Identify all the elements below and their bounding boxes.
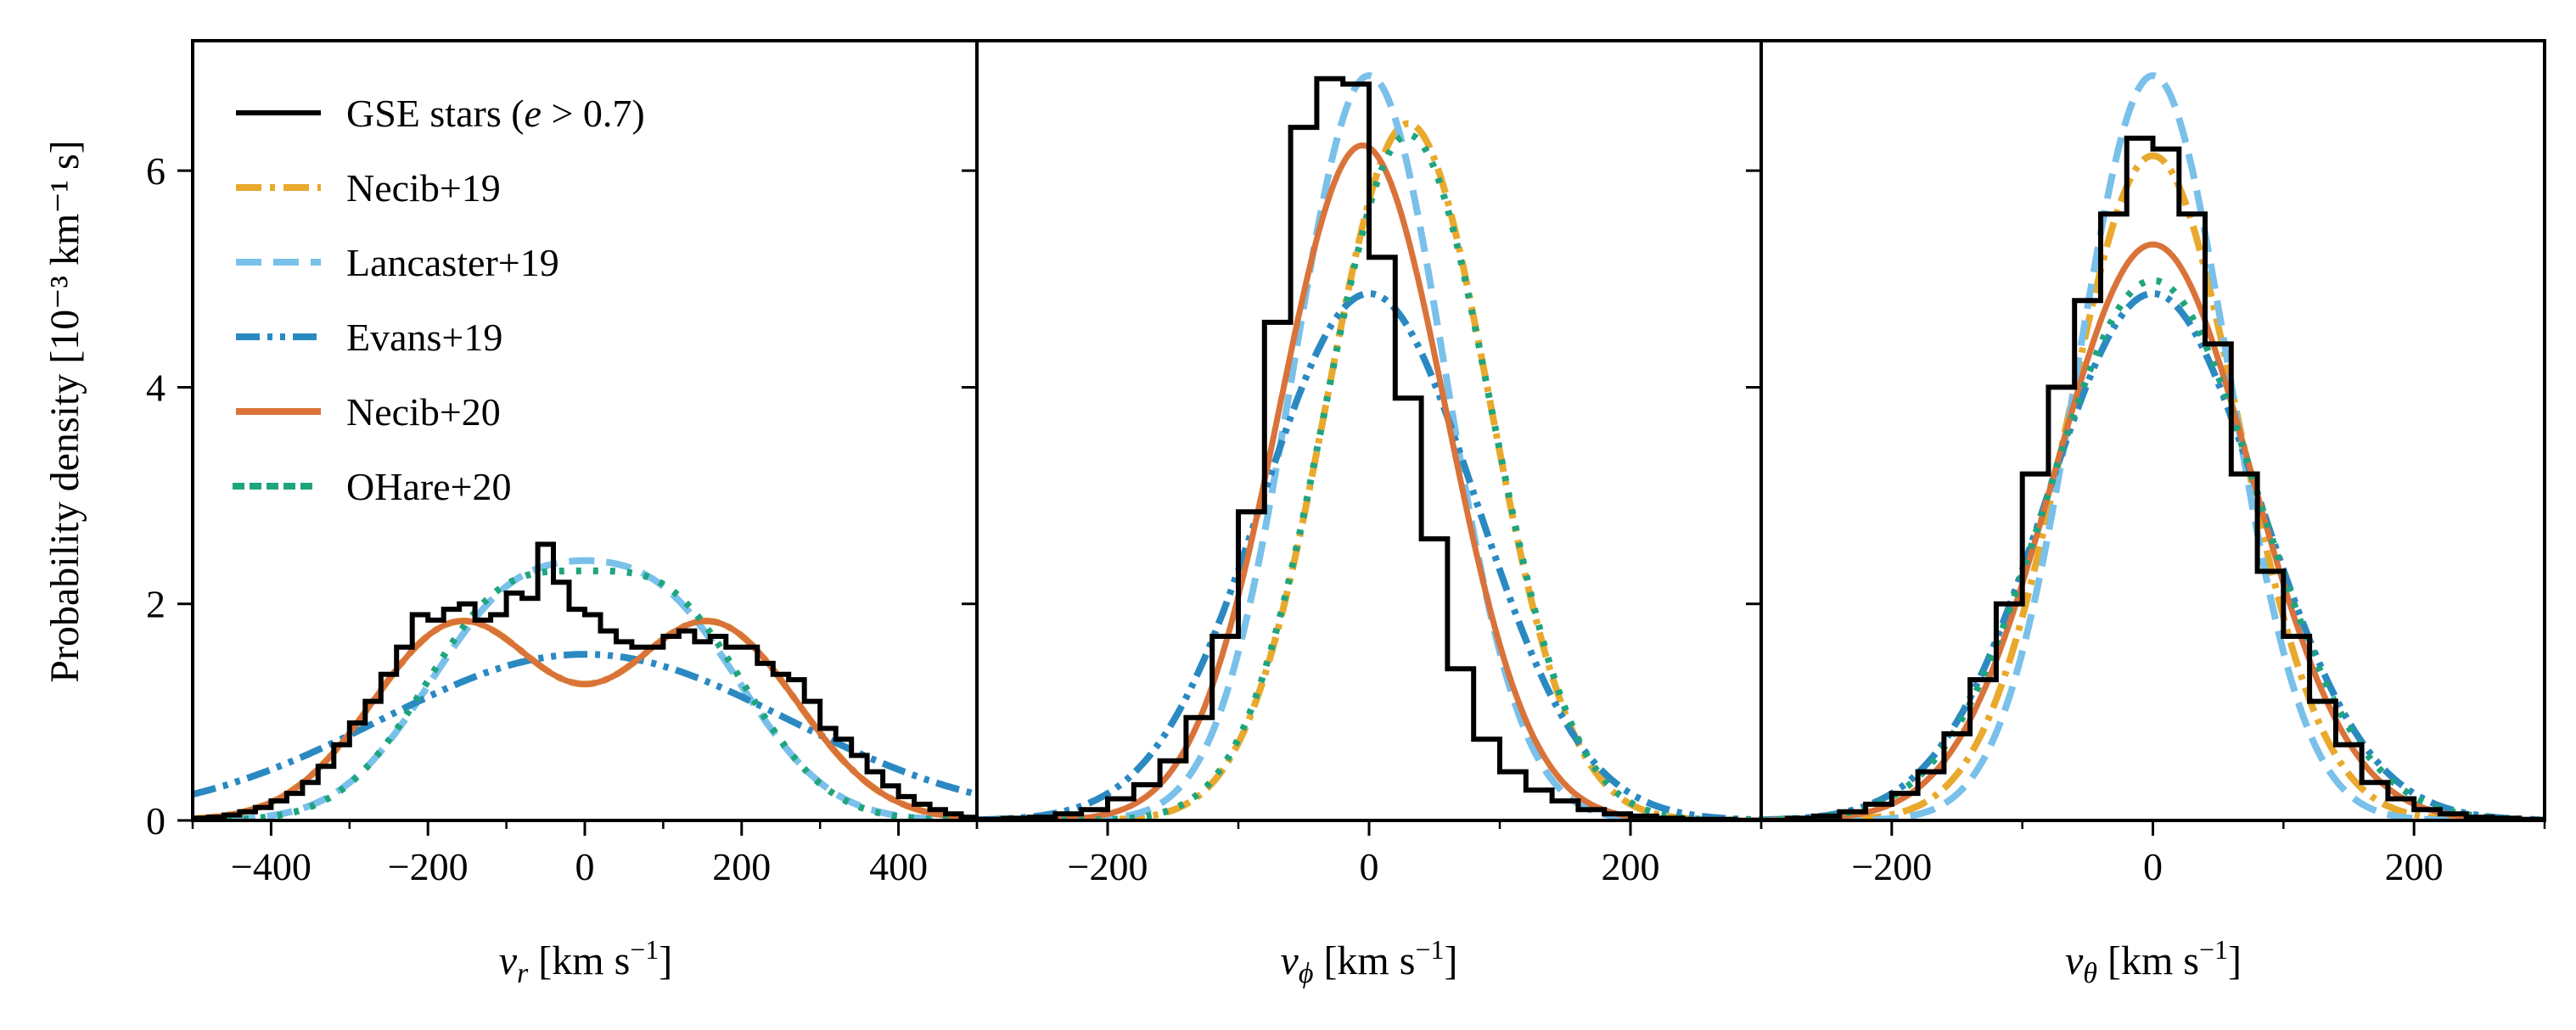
legend-entry-ohare20: OHare+20	[233, 465, 512, 508]
x-tick-label: −200	[388, 845, 469, 888]
curve-necib19	[1761, 152, 2545, 820]
plot-area	[1761, 72, 2545, 820]
y-tick-label: 4	[146, 366, 166, 409]
y-axis-label: Probability density [10⁻³ km⁻¹ s]	[42, 140, 87, 682]
x-axis-label-vr: vr [km s−1]	[499, 934, 673, 989]
legend-entry-necib19: Necib+19	[236, 166, 501, 210]
x-tick-label: 400	[869, 845, 928, 888]
x-tick-label: 200	[712, 845, 771, 888]
x-tick-label: 0	[2143, 845, 2163, 888]
panel-vtheta: −200 0 200	[1746, 39, 2546, 888]
x-tick-label: 200	[2385, 845, 2444, 888]
panel-vphi: −200 0 200	[962, 39, 1763, 888]
svg-text:Necib+19: Necib+19	[346, 166, 501, 210]
svg-text:Necib+20: Necib+20	[346, 390, 501, 434]
x-tick-label: 0	[575, 845, 595, 888]
legend-entry-lancaster19: Lancaster+19	[236, 241, 559, 284]
legend: GSE stars (e > 0.7) Necib+19 Lancaster+1…	[233, 92, 645, 508]
plot-area	[193, 541, 977, 820]
legend-entry-necib20: Necib+20	[236, 390, 501, 434]
y-tick-label: 6	[146, 149, 166, 193]
svg-text:Evans+19: Evans+19	[346, 316, 502, 359]
x-tick-label: 200	[1602, 845, 1660, 888]
curve-lancaster19	[977, 72, 1761, 820]
histogram-gse	[193, 541, 977, 820]
y-tick-label: 2	[146, 583, 166, 626]
curve-ohare20	[193, 567, 977, 820]
curve-lancaster19	[1761, 72, 2545, 820]
x-tick-label: −200	[1068, 845, 1148, 888]
x-axis-label-vtheta: vθ [km s−1]	[2065, 934, 2242, 989]
svg-text:OHare+20: OHare+20	[346, 465, 512, 508]
x-tick-label: 0	[1360, 845, 1379, 888]
legend-entry-gse: GSE stars (e > 0.7)	[236, 92, 645, 135]
x-tick-label: −200	[1851, 845, 1932, 888]
curve-necib20	[193, 618, 977, 820]
x-tick-label: −400	[231, 845, 311, 888]
curve-evans19	[977, 289, 1761, 820]
histogram-gse	[977, 76, 1761, 820]
svg-text:Lancaster+19: Lancaster+19	[346, 241, 559, 284]
legend-entry-evans19: Evans+19	[236, 316, 502, 359]
curve-ohare20	[977, 131, 1761, 820]
histogram-gse	[1761, 135, 2545, 820]
y-tick-label: 0	[146, 799, 166, 842]
panel-vr: −400 −200 0 200 400 0 2 4 6	[146, 39, 979, 888]
svg-text:GSE stars (e > 0.7): GSE stars (e > 0.7)	[346, 92, 645, 135]
curve-evans19	[193, 651, 977, 798]
x-axis-label-vphi: vϕ [km s−1]	[1281, 934, 1458, 989]
